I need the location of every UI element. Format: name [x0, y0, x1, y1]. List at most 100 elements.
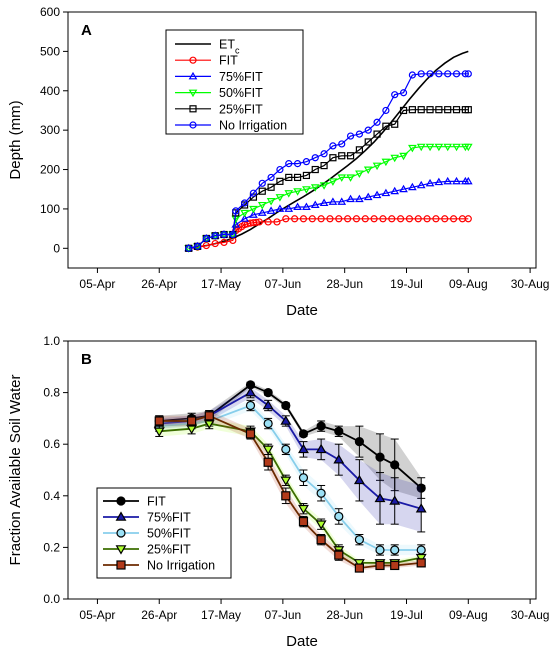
data-point: [375, 560, 385, 571]
data-point: [464, 70, 472, 78]
series-50-fit: [184, 143, 473, 253]
data-point: [443, 176, 453, 185]
y-tick-label: 600: [40, 5, 60, 19]
data-point: [416, 558, 426, 568]
y-tick-label: 0.2: [43, 540, 60, 554]
data-point: [346, 194, 355, 203]
data-point: [355, 194, 364, 203]
data-point: [280, 415, 292, 425]
data-point: [202, 234, 210, 243]
legend-label: 50%FIT: [219, 86, 263, 100]
data-point: [315, 520, 327, 530]
data-point: [372, 162, 382, 171]
data-point: [267, 183, 275, 191]
data-point: [258, 187, 266, 195]
data-point: [390, 154, 400, 163]
data-point: [452, 106, 461, 114]
data-point: [211, 239, 219, 248]
data-point: [275, 194, 285, 202]
legend-label: 75%FIT: [147, 511, 191, 525]
data-point: [201, 235, 211, 243]
data-point: [262, 399, 274, 410]
data-point: [293, 173, 302, 182]
data-point: [281, 444, 291, 454]
legend-marker: [189, 56, 197, 64]
data-point: [302, 202, 311, 210]
data-point: [364, 138, 372, 146]
data-point: [335, 215, 343, 223]
data-point: [397, 215, 405, 223]
data-point: [249, 210, 258, 218]
x-tick-label: 30-Aug: [511, 608, 550, 622]
data-point: [354, 437, 364, 447]
data-point: [204, 411, 214, 421]
data-point: [311, 154, 319, 162]
data-point: [408, 71, 416, 79]
data-point: [319, 182, 329, 190]
data-point: [408, 182, 417, 191]
data-point: [354, 535, 364, 545]
data-point: [264, 218, 272, 226]
series-fit: [185, 215, 472, 252]
panel-label: A: [81, 22, 92, 39]
data-point: [184, 245, 194, 253]
data-point: [346, 174, 355, 182]
data-point: [285, 173, 293, 182]
legend-marker: [115, 545, 127, 555]
data-point: [298, 429, 309, 439]
data-point: [220, 238, 228, 246]
data-point: [282, 215, 290, 223]
y-tick-label: 0.0: [43, 592, 60, 606]
x-tick-label: 09-Aug: [449, 608, 488, 622]
y-tick-label: 0.8: [43, 386, 60, 400]
data-point: [415, 503, 427, 513]
data-point: [153, 427, 165, 437]
x-tick-label: 28-Jun: [326, 608, 363, 622]
data-point: [388, 215, 396, 223]
legend: FIT 75%FIT 50%FIT 25%FIT No Irrigation: [96, 487, 232, 579]
data-point: [444, 106, 452, 114]
x-axis-title: Date: [286, 302, 318, 319]
y-axis-title: Fraction Available Soil Water: [7, 375, 24, 566]
data-point: [435, 106, 443, 114]
x-tick-label: 19-Jul: [390, 608, 423, 622]
data-point: [399, 106, 408, 115]
data-point: [249, 205, 258, 214]
y-tick-label: 100: [40, 202, 60, 216]
data-point: [310, 184, 320, 192]
y-tick-label: 500: [40, 44, 60, 58]
x-tick-label: 30-Aug: [511, 277, 550, 291]
data-point: [280, 476, 292, 486]
data-point: [382, 106, 390, 115]
data-point: [373, 130, 381, 138]
data-point: [240, 214, 249, 222]
data-point: [334, 511, 344, 522]
data-point: [452, 143, 461, 152]
data-point: [245, 429, 256, 439]
data-point: [425, 143, 435, 152]
data-point: [354, 563, 364, 573]
y-tick-label: 0.4: [43, 489, 60, 503]
data-point: [316, 535, 326, 545]
legend-marker: [188, 71, 198, 80]
x-tick-label: 09-Aug: [449, 277, 488, 291]
data-point: [443, 143, 453, 152]
data-point: [302, 186, 311, 194]
data-point: [257, 201, 267, 210]
legend-label: 25%FIT: [147, 543, 191, 557]
data-point: [381, 188, 391, 197]
data-point: [370, 215, 378, 223]
data-point: [391, 120, 399, 128]
data-point: [333, 454, 345, 464]
data-point: [355, 170, 364, 178]
data-point: [441, 215, 449, 223]
data-point: [310, 200, 320, 208]
data-point: [399, 184, 408, 193]
x-tick-label: 26-Apr: [141, 608, 177, 622]
legend-label: No Irrigation: [219, 119, 287, 133]
plot-frame: [67, 340, 537, 600]
series-no-irrigation: [154, 410, 426, 573]
data-point: [355, 130, 363, 138]
data-point: [346, 132, 355, 140]
